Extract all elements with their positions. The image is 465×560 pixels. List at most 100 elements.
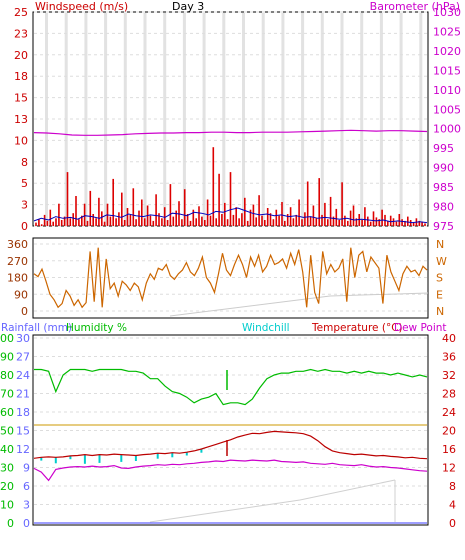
dewpoint-line: [33, 459, 428, 482]
barometer-axis-title: Barometer (hPa): [370, 0, 460, 13]
barometer-tick: 990: [433, 162, 454, 175]
temperature-tick: 24: [442, 406, 456, 419]
rainfall-tick: 24: [16, 369, 30, 382]
barometer-tick: 1015: [433, 64, 461, 77]
humidity-legend: Humidity %: [66, 322, 127, 334]
windspeed-tick: 0: [21, 220, 28, 233]
temperature-tick: 36: [442, 351, 456, 364]
barometer-tick: 1000: [433, 123, 461, 136]
temperature-line: [33, 430, 428, 460]
windspeed-tick: 10: [14, 134, 28, 147]
humidity-tick: 20: [0, 480, 14, 493]
humidity-tick: 40: [0, 443, 14, 456]
dewpoint-legend: Dew Point: [394, 322, 447, 334]
rainfall-tick: 9: [23, 462, 30, 475]
barometer-tick: 980: [433, 201, 454, 214]
direction-tick-labels: 0 90 180 270 360: [7, 238, 28, 318]
humidity-tick: 60: [0, 406, 14, 419]
windspeed-tick: 3: [21, 199, 28, 212]
barometer-tick: 1025: [433, 25, 461, 38]
humidity-tick-labels: 0 10 20 30 40 50 60 70 80 90 100: [0, 332, 14, 530]
barometer-tick: 1020: [433, 45, 461, 58]
barometer-tick: 1030: [433, 6, 461, 19]
rainfall-tick: 15: [16, 425, 30, 438]
windspeed-tick: 23: [14, 27, 28, 40]
direction-tick: 90: [14, 288, 28, 301]
temperature-tick: 4: [449, 499, 456, 512]
wind-panel: Windspeed (m/s) Day 3 Barometer (hPa) 0 3…: [14, 0, 461, 233]
time-band: [84, 13, 88, 225]
time-band: [222, 13, 226, 225]
windspeed-tick: 5: [21, 177, 28, 190]
windspeed-tick: 20: [14, 49, 28, 62]
humidity-tick: 30: [0, 462, 14, 475]
windspeed-tick-labels: 0 3 5 8 10 13 15 18 20 23 25: [14, 6, 28, 233]
humidity-tick: 90: [0, 351, 14, 364]
chart-title: Day 3: [172, 0, 204, 13]
rainfall-tick: 3: [23, 499, 30, 512]
compass-tick: W: [436, 255, 447, 268]
windspeed-tick: 8: [21, 156, 28, 169]
temperature-tick: 0: [449, 517, 456, 530]
time-band: [301, 13, 305, 225]
humidity-tick: 80: [0, 369, 14, 382]
windchill-legend: Windchill: [242, 322, 290, 334]
windspeed-tick: 25: [14, 6, 28, 19]
rainfall-tick: 30: [16, 332, 30, 345]
rain-accumulation-trace: [149, 479, 396, 523]
humidity-tick: 50: [0, 425, 14, 438]
barometer-tick: 975: [433, 220, 454, 233]
time-band: [360, 13, 364, 225]
rainfall-tick: 6: [23, 480, 30, 493]
compass-tick: S: [436, 272, 443, 285]
temperature-tick: 40: [442, 332, 456, 345]
temperature-tick: 28: [442, 388, 456, 401]
compass-tick: E: [436, 288, 443, 301]
rainfall-tick: 27: [16, 351, 30, 364]
windspeed-tick: 15: [14, 92, 28, 105]
time-band: [242, 13, 245, 225]
direction-tick: 180: [7, 272, 28, 285]
rainfall-tick: 18: [16, 406, 30, 419]
barometer-tick: 985: [433, 181, 454, 194]
windspeed-tick: 18: [14, 70, 28, 83]
rainfall-tick-labels: 0 3 6 9 12 15 18 21 24 27 30: [16, 332, 30, 530]
temperature-tick: 20: [442, 425, 456, 438]
windspeed-bars: [35, 147, 426, 226]
windspeed-axis-title: Windspeed (m/s): [35, 0, 128, 13]
direction-tick: 360: [7, 238, 28, 251]
time-band: [379, 13, 383, 225]
time-band: [104, 13, 108, 225]
temperature-tick: 16: [442, 443, 456, 456]
temperature-tick: 8: [449, 480, 456, 493]
temperature-plot-area: [32, 334, 429, 526]
humidity-tick: 70: [0, 388, 14, 401]
direction-tick: 0: [21, 305, 28, 318]
average-wind-line: [33, 207, 428, 224]
rainfall-tick: 12: [16, 443, 30, 456]
windspeed-tick: 13: [14, 113, 28, 126]
barometer-tick: 1005: [433, 103, 461, 116]
direction-background-trace: [169, 292, 429, 317]
humidity-tick: 0: [7, 517, 14, 530]
windchill-marks: [40, 449, 203, 464]
temperature-panel: Rainfall (mm) Humidity % Windchill Tempe…: [0, 322, 456, 530]
rainfall-tick: 21: [16, 388, 30, 401]
temperature-legend: Temperature (°C): [311, 322, 403, 334]
wind-gridlines: [34, 11, 427, 227]
humidity-line: [34, 368, 428, 406]
barometer-tick: 995: [433, 142, 454, 155]
rainfall-tick: 0: [23, 517, 30, 530]
time-band: [163, 13, 167, 225]
temperature-tick-labels: 0 4 8 12 16 20 24 28 32 36 40: [442, 332, 456, 530]
temperature-tick: 12: [442, 462, 456, 475]
barometer-line: [33, 129, 428, 136]
humidity-tick: 10: [0, 499, 14, 512]
direction-tick: 270: [7, 255, 28, 268]
humidity-tick: 100: [0, 332, 14, 345]
barometer-tick: 1010: [433, 84, 461, 97]
